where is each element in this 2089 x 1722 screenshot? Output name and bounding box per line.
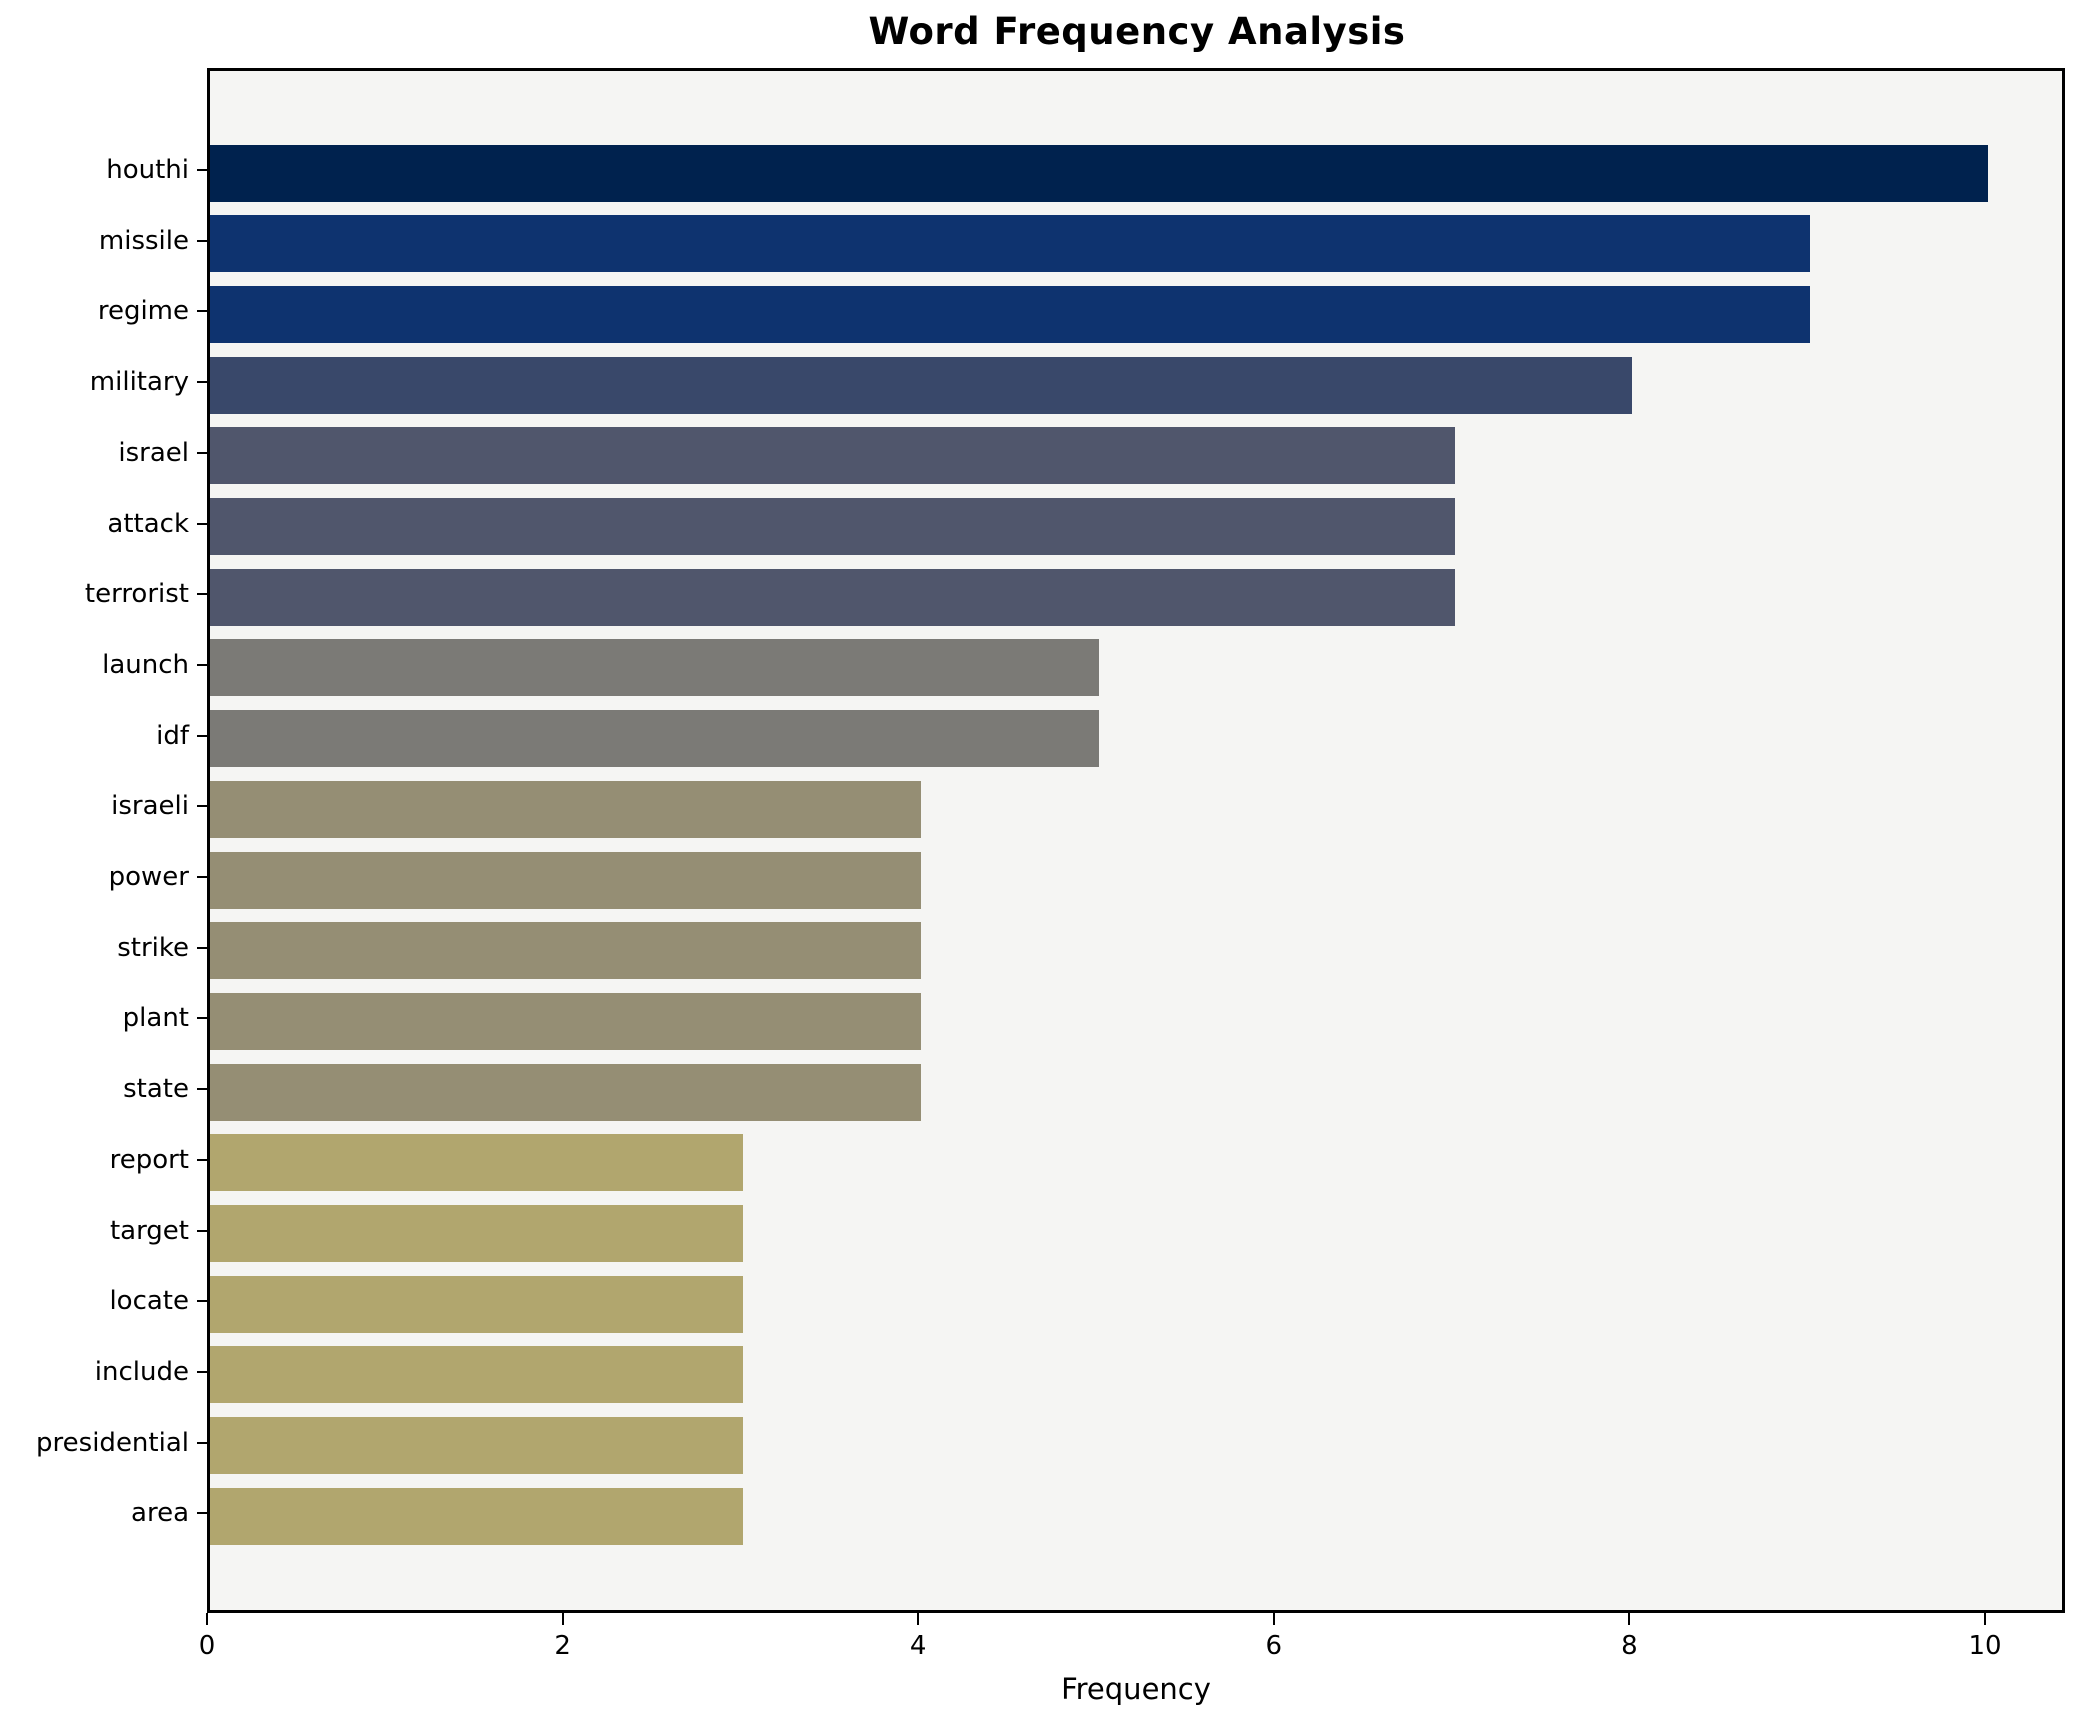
bar-launch <box>210 639 1099 697</box>
bar-area <box>210 1487 744 1545</box>
y-tick-mark <box>197 876 207 878</box>
y-tick-label-houthi: houthi <box>106 155 189 185</box>
bar-target <box>210 1205 744 1262</box>
y-tick-label-strike: strike <box>117 932 189 963</box>
x-tick-label-10: 10 <box>1968 1631 2002 1661</box>
bar-state <box>210 1063 922 1121</box>
bar-houthi <box>210 144 1988 202</box>
bar-presidential <box>210 1417 744 1475</box>
y-tick-mark <box>197 1229 207 1232</box>
bar-israel <box>210 427 1455 485</box>
y-tick-label-idf: idf <box>156 720 189 751</box>
x-tick-label-4: 4 <box>909 1631 927 1661</box>
bar-attack <box>210 498 1455 555</box>
bar-missile <box>210 215 1811 273</box>
y-tick-mark <box>197 593 207 596</box>
bar-report <box>210 1134 744 1192</box>
y-tick-label-locate: locate <box>109 1286 189 1317</box>
y-tick-mark <box>197 239 207 242</box>
y-tick-mark <box>197 1158 207 1161</box>
y-tick-label-missile: missile <box>98 225 189 256</box>
y-tick-label-presidential: presidential <box>36 1427 189 1458</box>
y-tick-label-report: report <box>109 1144 189 1175</box>
y-tick-label-target: target <box>109 1215 189 1246</box>
y-tick-mark <box>197 169 207 171</box>
bar-israeli <box>210 780 922 838</box>
y-tick-label-terrorist: terrorist <box>84 579 189 610</box>
y-tick-mark <box>197 1512 207 1515</box>
y-tick-mark <box>197 946 207 949</box>
y-tick-label-regime: regime <box>97 296 189 327</box>
y-tick-mark <box>197 1370 207 1373</box>
y-tick-label-include: include <box>94 1356 189 1387</box>
y-tick-label-power: power <box>108 862 189 892</box>
x-tick-label-2: 2 <box>554 1631 571 1661</box>
y-tick-mark <box>197 1441 207 1444</box>
y-tick-label-israel: israel <box>118 437 189 468</box>
y-tick-mark <box>197 522 207 525</box>
y-tick-mark <box>197 381 207 384</box>
bar-military <box>210 356 1633 414</box>
y-tick-mark <box>197 1017 207 1020</box>
x-tick-mark <box>1272 1613 1275 1625</box>
bar-regime <box>210 285 1811 343</box>
y-tick-label-attack: attack <box>107 508 189 539</box>
bar-include <box>210 1346 744 1404</box>
y-tick-mark <box>197 1300 207 1303</box>
x-tick-label-8: 8 <box>1621 1631 1638 1661</box>
y-tick-label-launch: launch <box>102 649 189 680</box>
y-tick-mark <box>197 805 207 808</box>
x-axis-title: Frequency <box>1061 1672 1211 1706</box>
x-tick-mark <box>1983 1613 1986 1625</box>
y-tick-label-military: military <box>89 367 189 398</box>
bar-terrorist <box>210 568 1455 626</box>
x-tick-mark <box>917 1613 920 1625</box>
x-tick-label-0: 0 <box>198 1631 216 1661</box>
bar-strike <box>210 922 922 980</box>
y-tick-mark <box>197 1088 207 1091</box>
y-tick-label-area: area <box>131 1498 189 1529</box>
y-tick-mark <box>197 451 207 454</box>
bar-locate <box>210 1275 744 1333</box>
plot-area <box>207 68 2065 1613</box>
x-tick-mark <box>1628 1613 1631 1625</box>
y-tick-mark <box>197 663 207 666</box>
y-tick-label-plant: plant <box>122 1003 189 1034</box>
y-tick-mark <box>197 734 207 737</box>
x-tick-mark <box>561 1613 564 1625</box>
y-tick-label-state: state <box>123 1074 189 1105</box>
bar-idf <box>210 710 1099 768</box>
y-tick-label-israeli: israeli <box>111 791 189 822</box>
bar-plant <box>210 992 922 1050</box>
x-tick-label-6: 6 <box>1265 1631 1283 1661</box>
y-tick-mark <box>197 310 207 313</box>
x-tick-mark <box>206 1613 208 1625</box>
bar-power <box>210 851 922 909</box>
chart-title: Word Frequency Analysis <box>868 10 1406 53</box>
